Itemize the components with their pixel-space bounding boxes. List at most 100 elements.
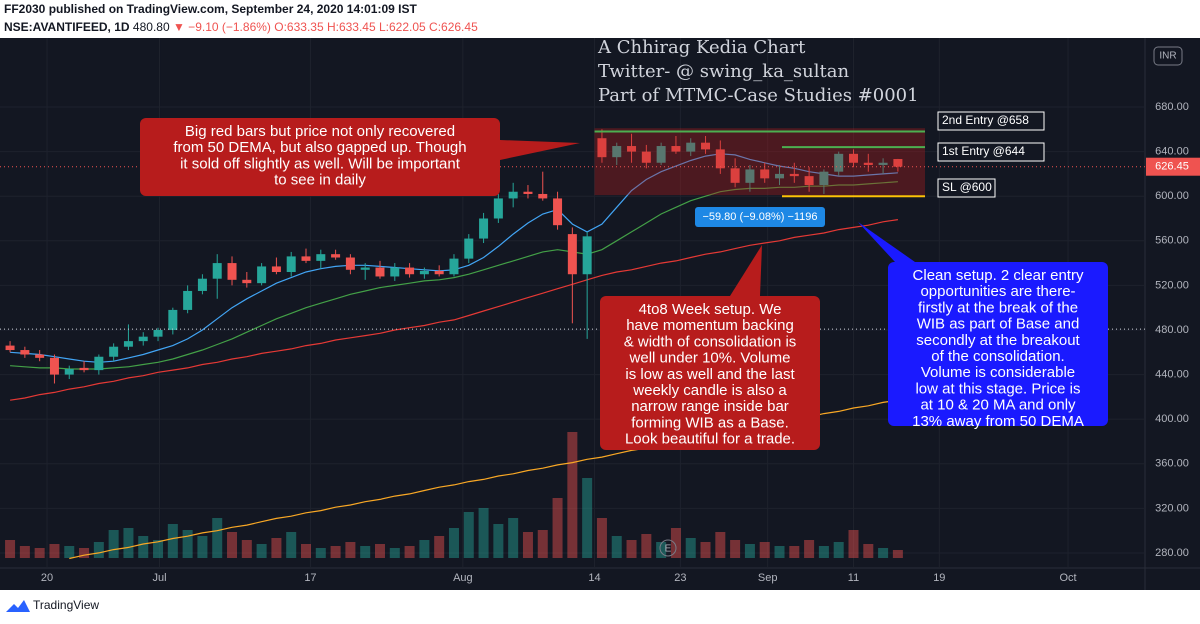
candle-body <box>79 367 89 371</box>
volume-bar <box>167 524 178 558</box>
measure-label: −59.80 (−9.08%) −1196 <box>702 211 817 223</box>
y-tick-label: 360.00 <box>1155 458 1189 470</box>
candle-body <box>479 218 489 239</box>
volume-bar <box>567 432 578 558</box>
volume-bar <box>833 542 844 558</box>
plot: 280.00 320.00 360.00 400.00 440.00 480.00 520.… <box>0 37 1200 584</box>
candle-body <box>419 270 429 275</box>
currency-badge <box>1153 46 1183 66</box>
volume-bar <box>345 542 356 558</box>
x-tick-label: Sep <box>758 572 778 584</box>
annotation-text: Big red bars but price not only recovere… <box>185 123 455 140</box>
last-price-label: 626.45 <box>1155 161 1189 173</box>
candle-body <box>745 169 755 183</box>
volume-bar <box>404 546 415 558</box>
volume-bar <box>744 544 755 558</box>
x-tick-label: 23 <box>674 572 686 584</box>
level-label: 2nd Entry @658 <box>942 113 1029 127</box>
level-label-box <box>937 142 1045 162</box>
volume-bar <box>108 530 119 558</box>
watermark: A Chhirag Kedia Chart <box>597 37 806 58</box>
volume-bar <box>5 540 16 558</box>
annotation-text: well under 10%. Volume <box>629 350 791 367</box>
candle-body <box>863 162 873 165</box>
annotation-text: & width of consolidation is <box>624 333 797 350</box>
candle-body <box>553 198 563 226</box>
volume-bar <box>818 546 829 558</box>
volume-bar <box>123 528 134 558</box>
y-tick-label: 640.00 <box>1155 146 1189 158</box>
volume-bar <box>522 532 533 558</box>
candle-body <box>523 191 533 194</box>
volume-bar <box>374 544 385 558</box>
candle-body <box>538 193 548 199</box>
candle-body <box>612 146 622 158</box>
annotation-text: of the consolidation. <box>931 348 1064 365</box>
candle-body <box>345 257 355 270</box>
watermark: Part of MTMC-Case Studies #0001 <box>598 85 919 106</box>
candle-body <box>878 162 888 165</box>
volume-bar <box>389 548 400 558</box>
annotation-text: firstly at the break of the <box>918 299 1078 316</box>
volume-bar <box>804 540 815 558</box>
ohlc: O:633.35 H:633.45 L:622.05 C:626.45 <box>274 20 478 34</box>
candle-body <box>597 138 607 158</box>
annotation-box <box>888 262 1108 426</box>
x-tick-label: 14 <box>588 572 600 584</box>
annotation-text: WIB as part of Base and <box>917 316 1080 333</box>
volume-bar <box>700 542 711 558</box>
candle-body <box>848 153 858 163</box>
candle-body <box>109 346 119 357</box>
annotation-text: have momentum backing <box>626 317 794 334</box>
volume-bar <box>93 542 104 558</box>
volume-bar <box>892 550 903 558</box>
candle-body <box>138 336 148 342</box>
y-tick-label: 440.00 <box>1155 368 1189 380</box>
candle-body <box>242 279 252 284</box>
watermark: Twitter- @ swing_ka_sultan <box>598 61 849 82</box>
measure-box <box>695 207 825 227</box>
candle-body <box>49 357 59 375</box>
annotation-text: 13% away from 50 DEMA <box>912 413 1084 430</box>
candle-body <box>390 267 400 277</box>
annotation-text: weekly candle is also a <box>632 382 787 399</box>
volume-bar <box>138 536 149 558</box>
y-tick-label: 280.00 <box>1155 547 1189 559</box>
volume-bar <box>670 528 681 558</box>
candle-body <box>197 278 207 291</box>
candle-body <box>168 309 178 330</box>
header-bar <box>0 0 1200 38</box>
y-tick-label: 400.00 <box>1155 413 1189 425</box>
volume-bar <box>863 544 874 558</box>
candle-body <box>701 142 711 150</box>
moving-average <box>10 219 898 401</box>
x-tick-label: 11 <box>848 572 859 584</box>
currency: INR <box>1159 51 1176 62</box>
volume-bar <box>582 478 593 558</box>
annotation-box <box>140 118 500 196</box>
candle-body <box>641 151 651 163</box>
volume-bar <box>448 528 459 558</box>
candle-body <box>434 270 444 275</box>
annotation-text: 4to8 Week setup. We <box>639 301 782 318</box>
annotation-text: is low as well and the last <box>625 366 795 383</box>
volume-bar <box>596 518 607 558</box>
candle-body <box>582 236 592 275</box>
candle-body <box>183 290 193 310</box>
candle-body <box>257 266 267 284</box>
volume-bar <box>848 530 859 558</box>
annotation-text: narrow range inside bar <box>631 398 789 415</box>
candle-body <box>627 146 637 152</box>
candle-body <box>686 142 696 152</box>
candle-body <box>227 263 237 280</box>
volume-bar <box>34 548 45 558</box>
candle-body <box>656 146 666 163</box>
volume-bar <box>241 540 252 558</box>
volume-bar <box>537 530 548 558</box>
y-tick-label: 520.00 <box>1155 279 1189 291</box>
annotation-pointer <box>500 140 580 160</box>
volume-bar <box>611 536 622 558</box>
candle-body <box>730 168 740 183</box>
volume-bar <box>434 536 445 558</box>
